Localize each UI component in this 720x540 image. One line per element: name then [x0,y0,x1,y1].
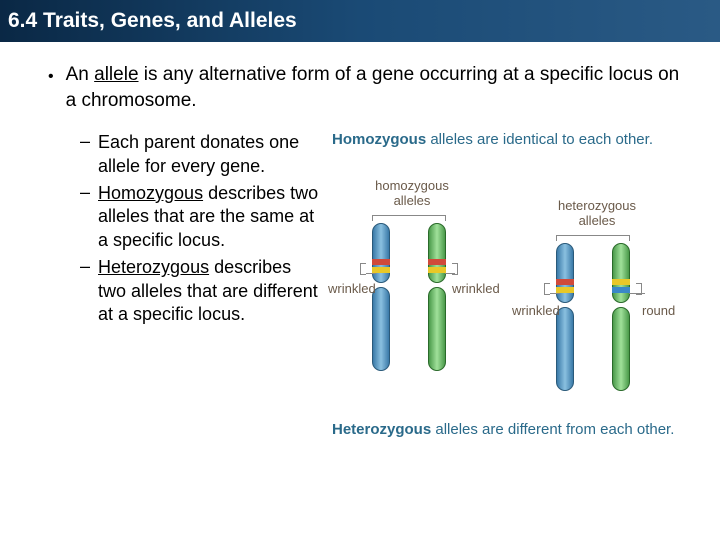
hetero-title: Heterozygous [332,421,431,438]
lbl-wrinkled-2: wrinkled [452,281,500,296]
main-bullet: • An allele is any alternative form of a… [28,62,692,113]
sub-item-1: – Each parent donates one allele for eve… [80,131,320,178]
bullet-icon: • [48,68,54,86]
dash-icon: – [80,131,90,152]
arm-top [372,223,390,283]
homo-caption: Homozygous alleles are identical to each… [332,131,692,149]
diagram-col: Homozygous alleles are identical to each… [332,131,692,471]
label-hetero-alleles: heterozygous alleles [547,199,647,229]
arm-bottom [372,287,390,371]
band-red [372,259,390,265]
band-red [428,259,446,265]
hetero-caption: Heterozygous alleles are different from … [332,421,692,439]
sub-item-2: – Homozygous describes two alleles that … [80,182,320,252]
lbl-wrinkled-1: wrinkled [328,281,376,296]
sub-bullets: – Each parent donates one allele for eve… [80,131,320,471]
main-pre: An [66,64,95,85]
band-red [556,279,574,285]
arm-bottom [556,307,574,391]
arm-top [556,243,574,303]
bracket-homo [372,215,446,221]
term-homozygous: Homozygous [98,183,203,203]
sub2-text: Homozygous describes two alleles that ar… [98,182,320,252]
sub1-text: Each parent donates one allele for every… [98,131,320,178]
arm-top [612,243,630,303]
ptr-line [550,293,560,294]
chromosome-diagram: Homozygous alleles are identical to each… [332,131,692,471]
slide-header: 6.4 Traits, Genes, and Alleles [0,0,720,42]
sub3-text: Heterozygous describes two alleles that … [98,256,320,326]
arm-bottom [428,287,446,371]
main-post: is any alternative form of a gene occurr… [66,64,680,111]
dash-icon: – [80,182,90,203]
lbl-wrinkled-3: wrinkled [512,303,560,318]
term-allele: allele [94,64,138,85]
band-blue [612,287,630,293]
header-title: 6.4 Traits, Genes, and Alleles [8,9,297,33]
columns: – Each parent donates one allele for eve… [28,131,692,471]
homo-title: Homozygous [332,131,426,148]
arm-bottom [612,307,630,391]
ptr-line [629,293,645,294]
ptr-line [366,273,376,274]
homo-desc: alleles are identical to each other. [426,131,653,148]
main-text: An allele is any alternative form of a g… [66,62,692,113]
sub-item-3: – Heterozygous describes two alleles tha… [80,256,320,326]
hetero-desc: alleles are different from each other. [431,421,674,438]
band-yellow [428,267,446,273]
ptr-line [445,273,455,274]
lbl-round: round [642,303,675,318]
dash-icon: – [80,256,90,277]
term-heterozygous: Heterozygous [98,257,209,277]
arm-top [428,223,446,283]
label-homo-alleles: homozygous alleles [367,179,457,209]
slide-content: • An allele is any alternative form of a… [0,42,720,481]
bracket-hetero [556,235,630,241]
band-yellow [612,279,630,285]
